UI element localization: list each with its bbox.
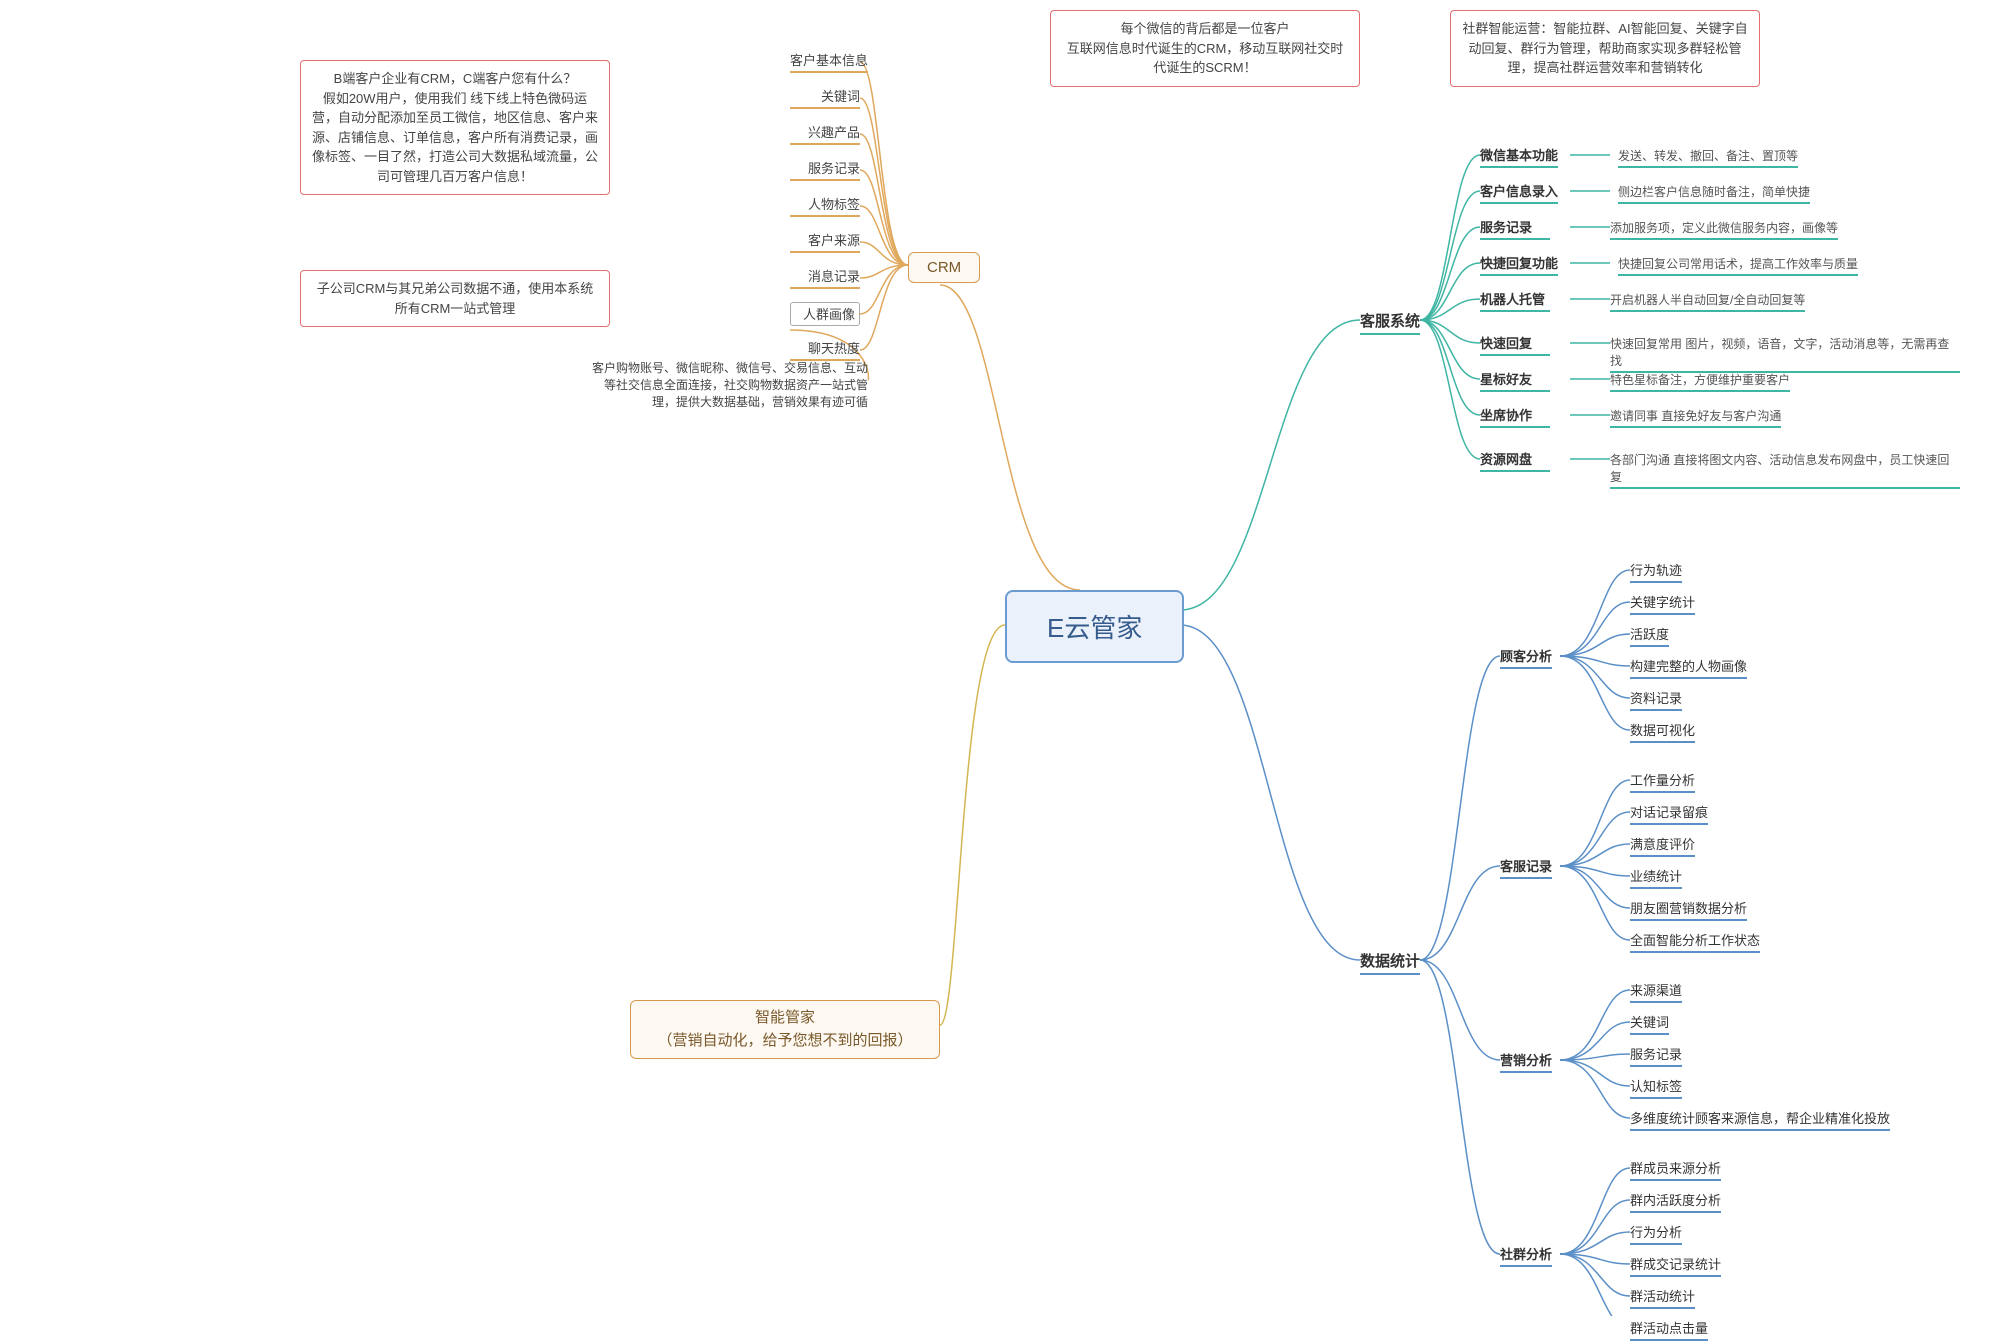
crm-leaf[interactable]: 关键词	[790, 86, 860, 109]
stats-leaf[interactable]: 行为轨迹	[1630, 560, 1682, 583]
stats-leaf[interactable]: 对话记录留痕	[1630, 802, 1708, 825]
stats-leaf[interactable]: 多维度统计顾客来源信息，帮企业精准化投放	[1630, 1108, 1890, 1131]
kefu-val: 快速回复常用 图片，视频，语音，文字，活动消息等，无需再查找	[1610, 335, 1960, 373]
crm-leaf[interactable]: 聊天热度	[790, 338, 860, 361]
kefu-key[interactable]: 快捷回复功能	[1480, 253, 1558, 276]
stats-node[interactable]: 数据统计	[1360, 950, 1420, 975]
stats-leaf[interactable]: 全面智能分析工作状态	[1630, 930, 1760, 953]
stats-group[interactable]: 营销分析	[1500, 1050, 1552, 1073]
smart-node[interactable]: 智能管家（营销自动化，给予您想不到的回报）	[630, 1000, 940, 1059]
kefu-key[interactable]: 客户信息录入	[1480, 181, 1558, 204]
crm-leaf[interactable]: 客户来源	[790, 230, 860, 253]
kefu-val: 侧边栏客户信息随时备注，简单快捷	[1618, 183, 1810, 204]
stats-leaf[interactable]: 工作量分析	[1630, 770, 1695, 793]
kefu-val: 邀请同事 直接免好友与客户沟通	[1610, 407, 1781, 428]
callout-scrm: 每个微信的背后都是一位客户互联网信息时代诞生的CRM，移动互联网社交时代诞生的S…	[1050, 10, 1360, 87]
stats-group[interactable]: 社群分析	[1500, 1244, 1552, 1267]
stats-leaf[interactable]: 群活动统计	[1630, 1286, 1695, 1309]
kefu-row: 客户信息录入 侧边栏客户信息随时备注，简单快捷	[1480, 181, 1810, 204]
crm-desc: 客户购物账号、微信昵称、微信号、交易信息、互动等社交信息全面连接，社交购物数据资…	[588, 360, 868, 410]
stats-leaf[interactable]: 朋友圈营销数据分析	[1630, 898, 1747, 921]
stats-leaf[interactable]: 满意度评价	[1630, 834, 1695, 857]
kefu-row: 微信基本功能 发送、转发、撤回、备注、置顶等	[1480, 145, 1798, 168]
stats-leaf[interactable]: 活跃度	[1630, 624, 1669, 647]
kefu-row: 快速回复 快速回复常用 图片，视频，语音，文字，活动消息等，无需再查找	[1480, 333, 1960, 373]
kefu-val: 快捷回复公司常用话术，提高工作效率与质量	[1618, 255, 1858, 276]
kefu-val: 特色星标备注，方便维护重要客户	[1610, 371, 1790, 392]
kefu-val: 添加服务项，定义此微信服务内容，画像等	[1610, 219, 1838, 240]
stats-group[interactable]: 顾客分析	[1500, 646, 1552, 669]
kefu-row: 机器人托管 开启机器人半自动回复/全自动回复等	[1480, 289, 1805, 312]
crm-leaf[interactable]: 兴趣产品	[790, 122, 860, 145]
kefu-row: 资源网盘 各部门沟通 直接将图文内容、活动信息发布网盘中，员工快速回复	[1480, 449, 1960, 489]
kefu-row: 快捷回复功能 快捷回复公司常用话术，提高工作效率与质量	[1480, 253, 1858, 276]
kefu-key[interactable]: 资源网盘	[1480, 449, 1550, 472]
stats-leaf[interactable]: 业绩统计	[1630, 866, 1682, 889]
stats-leaf[interactable]: 行为分析	[1630, 1222, 1682, 1245]
crm-leaf[interactable]: 人物标签	[790, 194, 860, 217]
kefu-row: 星标好友 特色星标备注，方便维护重要客户	[1480, 369, 1790, 392]
kefu-node[interactable]: 客服系统	[1360, 310, 1420, 335]
kefu-key[interactable]: 快速回复	[1480, 333, 1550, 356]
kefu-key[interactable]: 机器人托管	[1480, 289, 1550, 312]
stats-leaf[interactable]: 关键词	[1630, 1012, 1669, 1035]
crm-leaf[interactable]: 服务记录	[790, 158, 860, 181]
kefu-val: 发送、转发、撤回、备注、置顶等	[1618, 147, 1798, 168]
kefu-row: 坐席协作 邀请同事 直接免好友与客户沟通	[1480, 405, 1781, 428]
stats-leaf[interactable]: 来源渠道	[1630, 980, 1682, 1003]
crm-leaf[interactable]: 客户基本信息	[790, 50, 868, 73]
stats-leaf[interactable]: 数据可视化	[1630, 720, 1695, 743]
stats-leaf[interactable]: 群成员来源分析	[1630, 1158, 1721, 1181]
crm-leaf[interactable]: 人群画像	[790, 302, 860, 326]
kefu-val: 开启机器人半自动回复/全自动回复等	[1610, 291, 1805, 312]
kefu-val: 各部门沟通 直接将图文内容、活动信息发布网盘中，员工快速回复	[1610, 451, 1960, 489]
stats-leaf[interactable]: 群活动点击量	[1630, 1318, 1708, 1341]
crm-node[interactable]: CRM	[908, 252, 980, 283]
stats-leaf[interactable]: 构建完整的人物画像	[1630, 656, 1747, 679]
stats-leaf[interactable]: 关键字统计	[1630, 592, 1695, 615]
crm-leaf[interactable]: 消息记录	[790, 266, 860, 289]
kefu-key[interactable]: 微信基本功能	[1480, 145, 1558, 168]
stats-leaf[interactable]: 群内活跃度分析	[1630, 1190, 1721, 1213]
kefu-key[interactable]: 服务记录	[1480, 217, 1550, 240]
callout-crm-sub: 子公司CRM与其兄弟公司数据不通，使用本系统 所有CRM一站式管理	[300, 270, 610, 327]
stats-group[interactable]: 客服记录	[1500, 856, 1552, 879]
kefu-key[interactable]: 坐席协作	[1480, 405, 1550, 428]
callout-social: 社群智能运营：智能拉群、AI智能回复、关键字自动回复、群行为管理，帮助商家实现多…	[1450, 10, 1760, 87]
stats-leaf[interactable]: 资料记录	[1630, 688, 1682, 711]
callout-b2c: B端客户企业有CRM，C端客户您有什么？假如20W用户，使用我们 线下线上特色微…	[300, 60, 610, 195]
center-node[interactable]: E云管家	[1005, 590, 1184, 663]
stats-leaf[interactable]: 群成交记录统计	[1630, 1254, 1721, 1277]
kefu-key[interactable]: 星标好友	[1480, 369, 1550, 392]
stats-leaf[interactable]: 服务记录	[1630, 1044, 1682, 1067]
kefu-row: 服务记录 添加服务项，定义此微信服务内容，画像等	[1480, 217, 1838, 240]
stats-leaf[interactable]: 认知标签	[1630, 1076, 1682, 1099]
